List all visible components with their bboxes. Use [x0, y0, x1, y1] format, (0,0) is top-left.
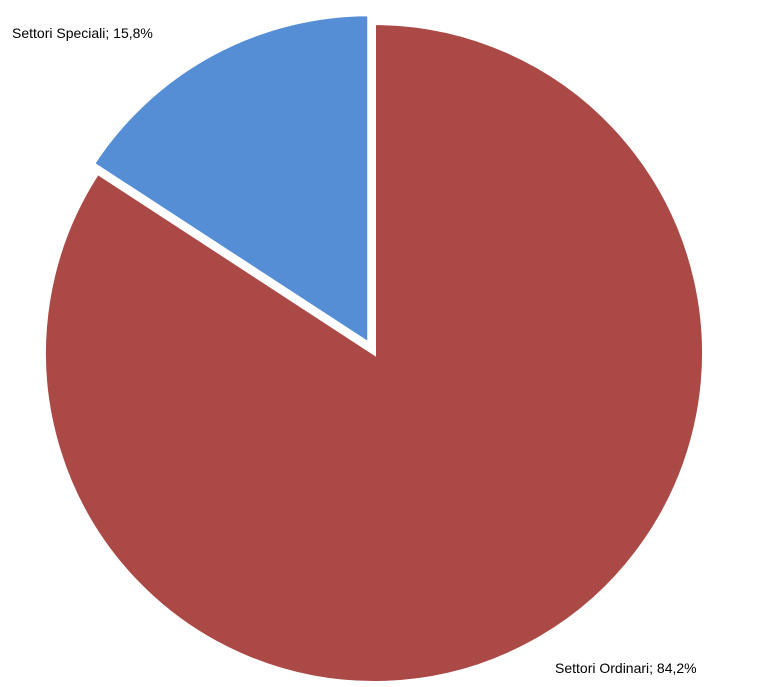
pie-slice-settori-ordinari	[42, 20, 706, 685]
pie-label-settori-ordinari: Settori Ordinari; 84,2%	[555, 660, 697, 676]
pie-labels: Settori Ordinari; 84,2% Settori Speciali;…	[12, 25, 697, 676]
pie-slice-settori-speciali	[90, 12, 372, 348]
pie-label-settori-speciali: Settori Speciali; 15,8%	[12, 25, 153, 41]
pie-slices	[42, 12, 706, 685]
